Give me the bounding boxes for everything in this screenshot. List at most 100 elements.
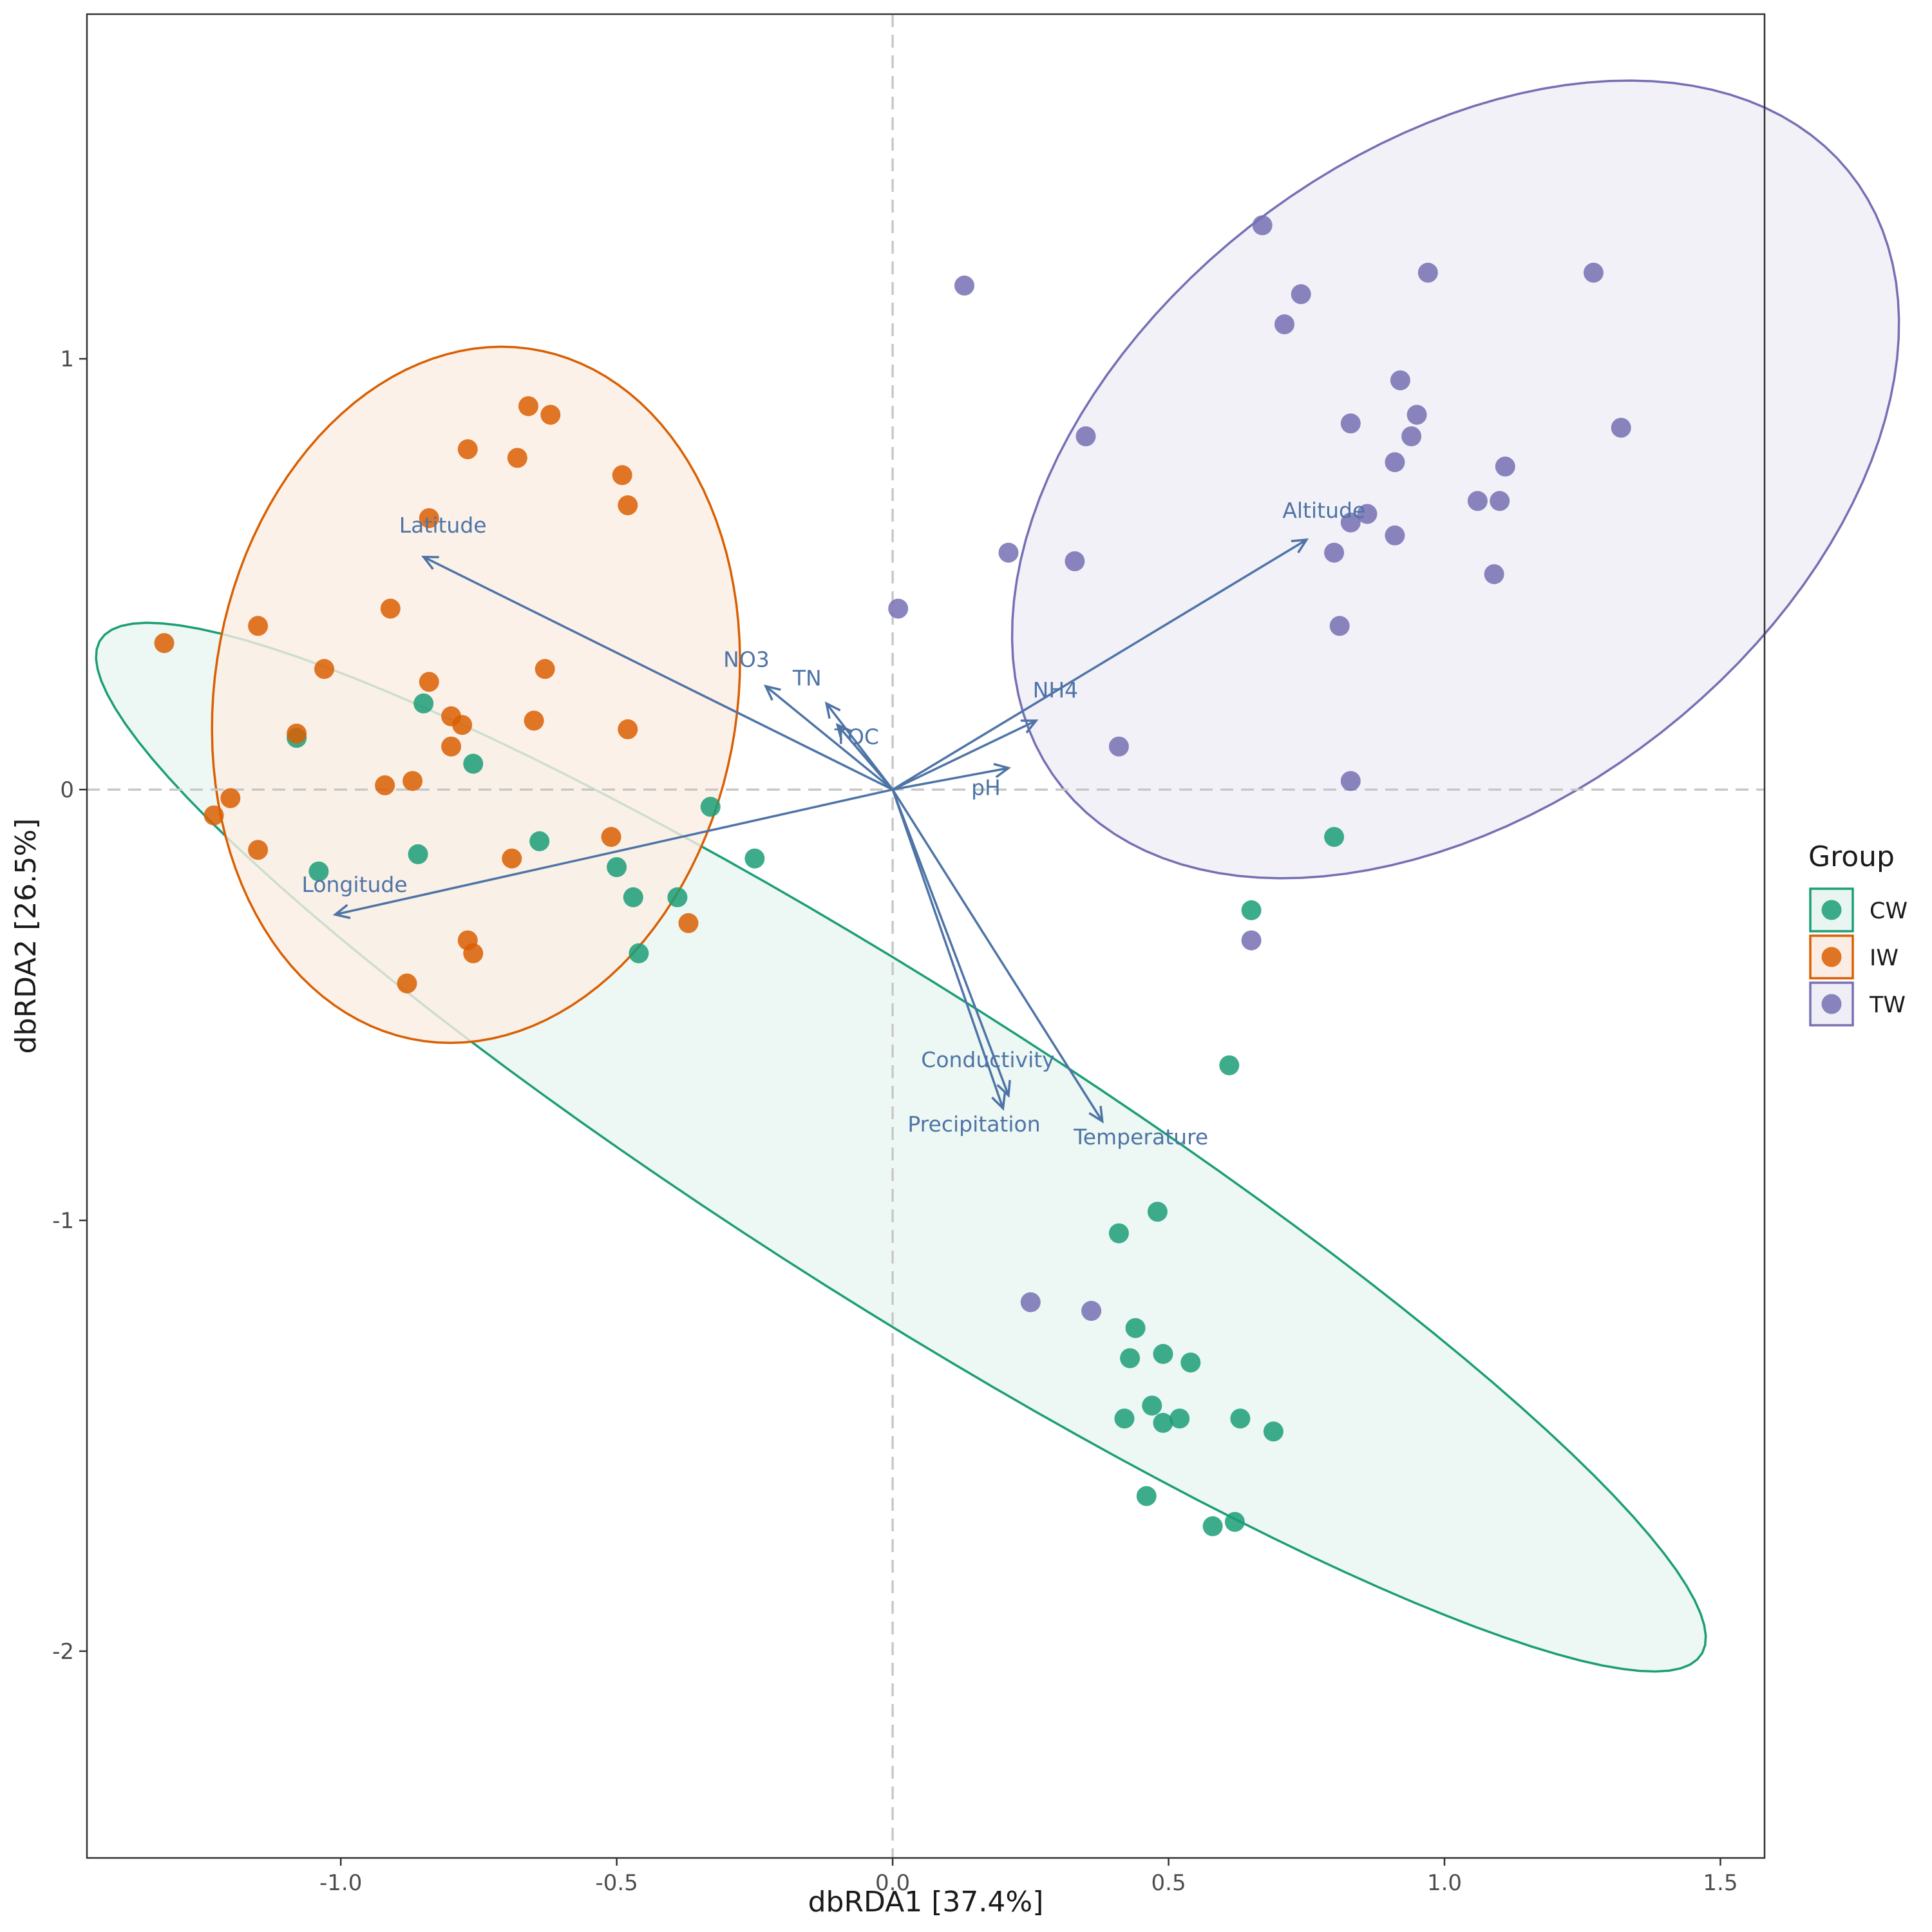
vector-label-precipitation: Precipitation — [907, 1112, 1040, 1137]
point-tw — [1340, 771, 1361, 791]
point-tw — [1274, 314, 1294, 335]
point-tw — [1490, 491, 1510, 511]
y-tick-label: -1 — [52, 1208, 74, 1234]
vector-arrowhead — [835, 723, 853, 741]
vector-arrowhead — [996, 1079, 1011, 1098]
point-tw — [1340, 413, 1361, 433]
vector-label-conductivity: Conductivity — [921, 1047, 1054, 1072]
vector-temperature — [891, 789, 1104, 1122]
point-tw — [888, 598, 909, 619]
y-tick-label: 1 — [60, 346, 74, 372]
vector-no3 — [764, 685, 894, 791]
point-tw — [1390, 370, 1410, 391]
point-cw — [529, 831, 550, 851]
point-tw — [1385, 452, 1405, 473]
point-cw — [1125, 1318, 1146, 1338]
point-iw — [618, 719, 638, 739]
vector-arrowhead — [991, 1092, 1007, 1111]
point-iw — [220, 788, 241, 808]
y-tick-label: 0 — [60, 777, 74, 803]
point-tw — [1241, 930, 1262, 951]
vector-longitude — [335, 788, 893, 916]
vector-conductivity — [891, 789, 1010, 1096]
vector-label-tn: TN — [792, 665, 822, 690]
vector-arrowhead — [1291, 538, 1309, 554]
point-iw — [154, 633, 175, 654]
point-iw — [402, 771, 423, 791]
point-iw — [375, 775, 395, 795]
point-iw — [314, 659, 334, 679]
point-cw — [1324, 827, 1345, 848]
point-cw — [629, 943, 649, 963]
legend: Group CW IW TW — [1808, 840, 1908, 1027]
vector-label-toc: TOC — [834, 724, 879, 750]
point-cw — [667, 887, 688, 907]
point-tw — [954, 275, 974, 296]
point-cw — [744, 848, 765, 869]
point-cw — [1114, 1408, 1135, 1429]
x-tick-label: 1.0 — [1427, 1870, 1462, 1896]
point-tw — [1385, 525, 1405, 545]
x-tick-label: 0.5 — [1151, 1870, 1186, 1896]
point-tw — [1340, 512, 1361, 533]
vector-label-temperature: Temperature — [1073, 1124, 1208, 1150]
point-iw — [618, 495, 638, 516]
point-iw — [463, 943, 484, 963]
point-cw — [1147, 1202, 1168, 1222]
point-tw — [1324, 542, 1345, 563]
point-iw — [248, 840, 269, 860]
vector-latitude — [422, 556, 893, 791]
x-axis-title: dbRDA1 [37.4%] — [808, 1886, 1044, 1918]
vector-arrowhead — [332, 904, 351, 920]
x-tick-label: 0.0 — [875, 1870, 910, 1896]
point-cw — [1230, 1408, 1251, 1429]
point-tw — [1611, 417, 1631, 438]
y-axis: 1 0 -1 -2 — [52, 346, 87, 1665]
point-iw — [601, 827, 621, 848]
point-iw — [397, 973, 417, 994]
point-iw — [248, 616, 269, 636]
legend-key-iw — [1809, 934, 1854, 980]
points-layer — [154, 215, 1631, 1537]
point-iw — [287, 723, 307, 744]
point-tw — [1291, 284, 1311, 305]
point-tw — [1081, 1301, 1102, 1321]
vector-label-longitude: Longitude — [302, 872, 408, 897]
point-iw — [518, 396, 538, 417]
vector-label-latitude: Latitude — [399, 513, 487, 538]
legend-label-iw: IW — [1870, 945, 1899, 971]
point-tw — [1417, 262, 1438, 283]
point-iw — [457, 439, 478, 460]
point-cw — [1224, 1511, 1245, 1532]
point-cw — [1142, 1396, 1162, 1416]
point-iw — [502, 848, 522, 869]
reference-lines — [87, 14, 1765, 1858]
vector-label-altitude: Altitude — [1282, 498, 1365, 523]
point-tw — [1252, 215, 1273, 236]
point-tw — [1020, 1292, 1041, 1312]
point-tw — [1075, 426, 1096, 446]
point-iw — [678, 913, 699, 933]
point-tw — [1467, 491, 1488, 511]
vector-label-no3: NO3 — [723, 647, 770, 672]
point-cw — [1241, 900, 1262, 920]
point-cw — [1120, 1348, 1141, 1368]
point-tw — [1108, 736, 1129, 757]
point-iw — [380, 598, 401, 619]
point-tw — [1329, 616, 1350, 636]
point-cw — [1202, 1516, 1223, 1537]
point-iw — [507, 448, 527, 468]
point-tw — [1065, 551, 1085, 571]
legend-key-point-iw — [1821, 947, 1842, 967]
point-tw — [998, 542, 1019, 563]
point-cw — [700, 797, 721, 817]
x-axis: -1.0 -0.5 0.0 0.5 1.0 1.5 — [319, 1858, 1738, 1896]
x-tick-label: -1.0 — [319, 1870, 362, 1896]
x-tick-label: 1.5 — [1703, 1870, 1738, 1896]
vector-nh4 — [892, 719, 1037, 791]
point-iw — [419, 508, 439, 529]
vector-arrowhead — [824, 701, 841, 719]
point-tw — [1583, 262, 1604, 283]
point-iw — [441, 736, 462, 757]
